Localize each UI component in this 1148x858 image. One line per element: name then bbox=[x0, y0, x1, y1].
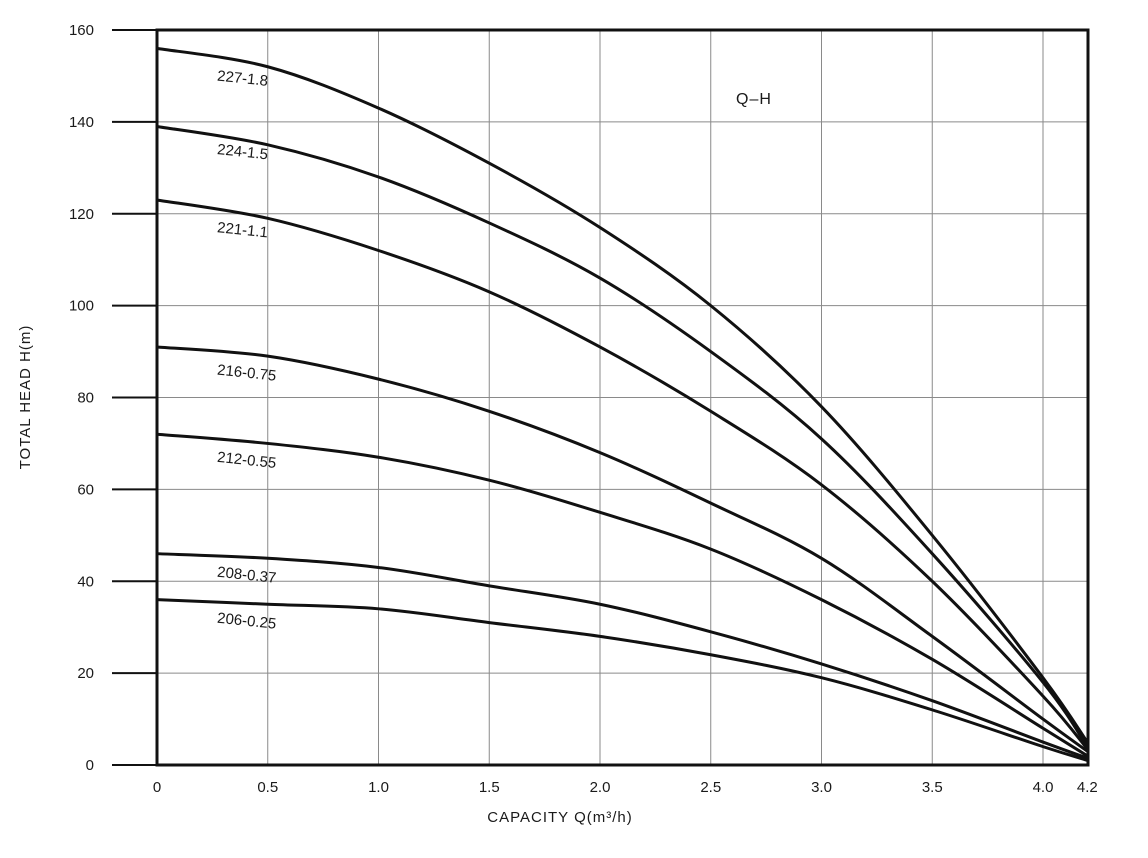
x-tick-label: 0 bbox=[153, 779, 161, 796]
series-line bbox=[155, 198, 1089, 751]
series-line bbox=[155, 345, 1089, 753]
series-label: 212-0.55 bbox=[216, 449, 277, 472]
series-label: 221-1.1 bbox=[216, 219, 268, 241]
x-tick-label: 4.0 bbox=[1033, 779, 1054, 796]
y-tick-label: 60 bbox=[77, 481, 94, 498]
series-label: 206-0.25 bbox=[216, 610, 277, 633]
y-axis-title: TOTAL HEAD H(m) bbox=[17, 325, 34, 470]
chart-annotation: Q–H bbox=[736, 91, 772, 108]
x-tick-label: 3.5 bbox=[922, 779, 943, 796]
x-tick-label: 3.0 bbox=[811, 779, 832, 796]
y-tick-label: 120 bbox=[69, 206, 94, 223]
series-line bbox=[155, 552, 1089, 760]
series-line bbox=[155, 598, 1089, 762]
grid-lines bbox=[157, 30, 1088, 765]
series-labels: 227-1.8 224-1.5 221-1.1 216-0.75 212-0.55 208… bbox=[216, 68, 277, 633]
y-axis-ticks: 0 20 40 60 80 100 120 140 160 bbox=[69, 22, 157, 774]
series-label: 208-0.37 bbox=[216, 564, 277, 587]
x-axis-title: CAPACITY Q(m³/h) bbox=[487, 809, 632, 826]
y-tick-label: 0 bbox=[86, 757, 94, 774]
x-tick-label: 1.0 bbox=[368, 779, 389, 796]
series-line bbox=[155, 124, 1089, 749]
series-lines bbox=[155, 46, 1089, 762]
y-tick-label: 140 bbox=[69, 114, 94, 131]
x-axis-ticks: 0 0.5 1.0 1.5 2.0 2.5 3.0 3.5 4.0 4.2 bbox=[153, 779, 1098, 796]
series-label: 216-0.75 bbox=[216, 362, 277, 385]
series-label: 224-1.5 bbox=[216, 141, 268, 163]
x-tick-label: 2.5 bbox=[700, 779, 721, 796]
y-tick-label: 100 bbox=[69, 298, 94, 315]
x-tick-label: 0.5 bbox=[257, 779, 278, 796]
series-line bbox=[155, 432, 1089, 758]
series-label: 227-1.8 bbox=[216, 68, 268, 90]
y-tick-label: 160 bbox=[69, 22, 94, 39]
y-tick-label: 80 bbox=[77, 390, 94, 407]
y-tick-label: 20 bbox=[77, 665, 94, 682]
x-tick-label: 1.5 bbox=[479, 779, 500, 796]
x-tick-label: 2.0 bbox=[590, 779, 611, 796]
x-tick-label: 4.2 bbox=[1077, 779, 1098, 796]
y-tick-label: 40 bbox=[77, 573, 94, 590]
series-line bbox=[155, 46, 1089, 744]
